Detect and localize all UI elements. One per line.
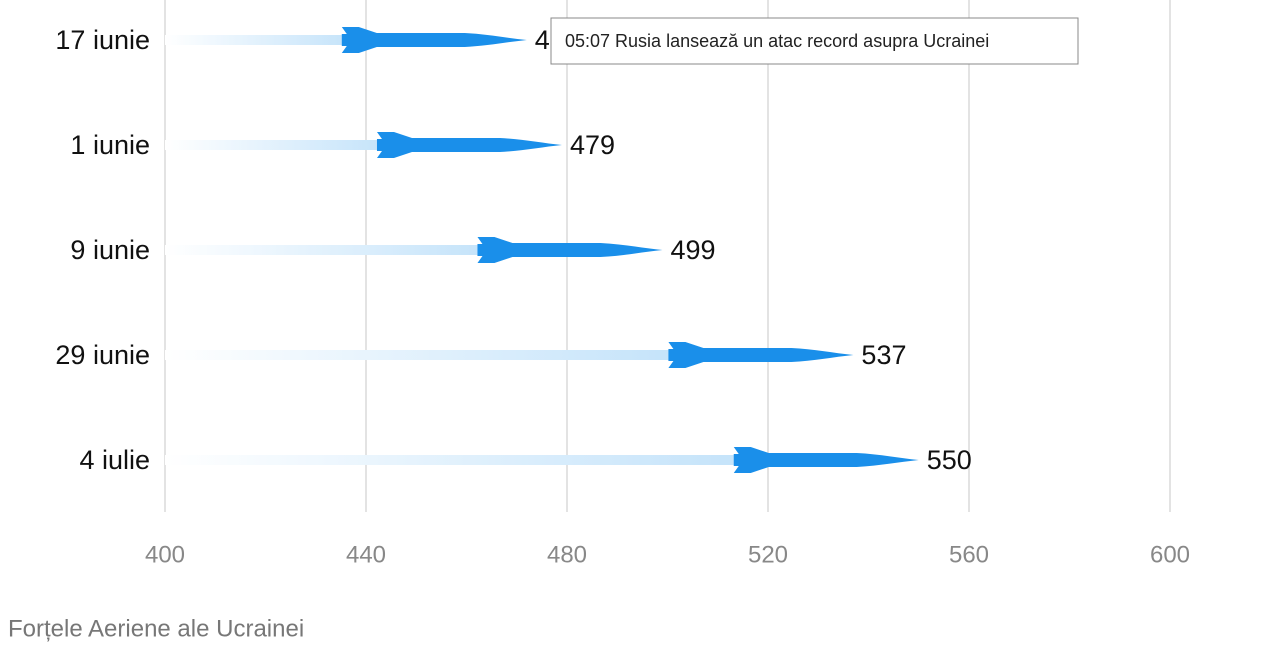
- x-tick-label: 560: [949, 541, 989, 568]
- value-label: 550: [927, 445, 972, 475]
- x-tick-label: 400: [145, 541, 185, 568]
- source: Forțele Aeriene ale Ucrainei: [8, 615, 304, 642]
- category-label: 29 iunie: [55, 340, 150, 370]
- value-label: 499: [670, 235, 715, 265]
- missile: [477, 237, 663, 263]
- x-tick-label: 520: [748, 541, 788, 568]
- tooltip-text: 05:07 Rusia lansează un atac record asup…: [565, 31, 989, 51]
- x-tick-label: 440: [346, 541, 386, 568]
- missile: [668, 342, 854, 368]
- missile: [376, 132, 562, 158]
- grid: 400 440 480 520 560 600: [145, 0, 1190, 568]
- tooltip-box: [550, 17, 1079, 65]
- category-label: 17 iunie: [55, 25, 150, 55]
- value-label: 479: [570, 130, 615, 160]
- tooltip: 05:07 Rusia lansează un atac record asup…: [550, 17, 1079, 65]
- trail: [165, 35, 352, 45]
- trail: [165, 140, 387, 150]
- trail: [165, 350, 679, 360]
- missile: [341, 27, 527, 53]
- missile: [733, 447, 919, 473]
- x-tick-label: 480: [547, 541, 587, 568]
- category-label: 1 iunie: [70, 130, 150, 160]
- x-tick-label: 600: [1150, 541, 1190, 568]
- category-label: 9 iunie: [70, 235, 150, 265]
- value-label: 537: [861, 340, 906, 370]
- category-label: 4 iulie: [79, 445, 150, 475]
- trail: [165, 245, 488, 255]
- trail: [165, 455, 744, 465]
